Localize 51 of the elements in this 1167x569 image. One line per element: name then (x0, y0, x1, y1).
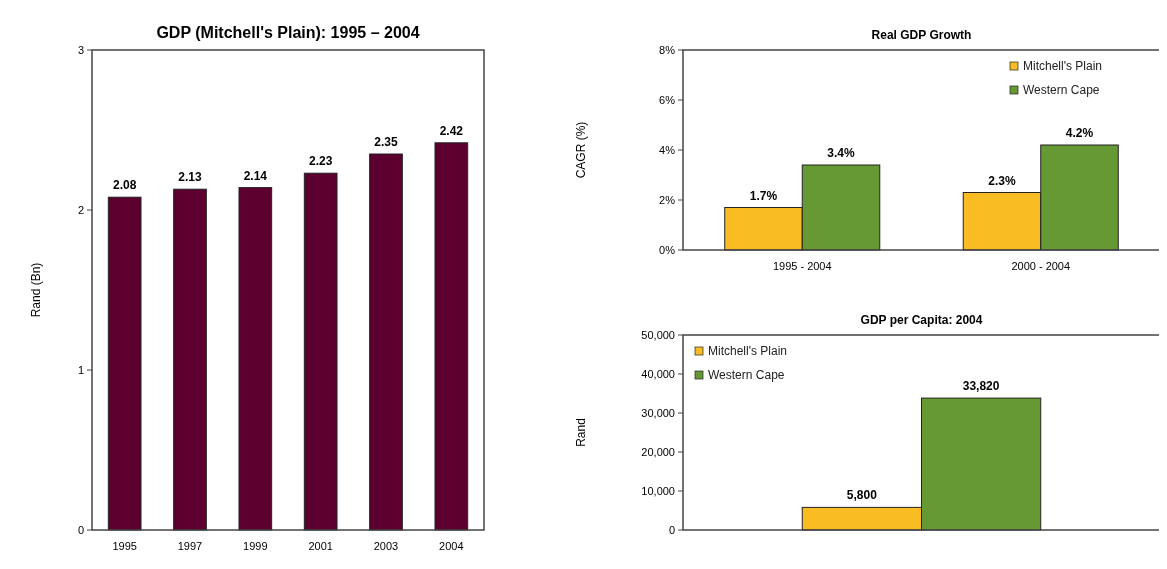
x-tick-label: 2004 (439, 540, 464, 552)
bar (369, 153, 403, 531)
chart-title: GDP (Mitchell's Plain): 1995 – 2004 (156, 24, 420, 41)
data-label: 2.08 (112, 178, 137, 193)
data-label: 33,820 (962, 379, 1000, 394)
y-tick-label: 20,000 (641, 445, 675, 458)
y-tick-label: 0 (668, 523, 675, 536)
y-tick-label: 3 (77, 43, 84, 56)
x-tick-label: 1999 (243, 540, 268, 552)
bar (107, 196, 142, 531)
bar (303, 172, 338, 531)
chart-title: GDP per Capita: 2004 (860, 313, 983, 327)
x-tick-label: 2003 (373, 540, 399, 552)
legend-label: Western Cape (1023, 83, 1100, 97)
legend-label: Mitchell's Plain (1023, 59, 1102, 73)
y-tick-label: 10,000 (641, 484, 675, 497)
data-label: 4.2% (1065, 126, 1094, 140)
y-tick-label: 4% (659, 143, 676, 156)
data-label: 2.13 (178, 170, 202, 185)
data-label: 2.42 (439, 123, 464, 138)
x-tick-label: 1997 (177, 540, 203, 552)
y-axis-title: Rand (Bn) (29, 262, 43, 318)
data-label: 2.14 (243, 168, 268, 183)
y-tick-label: 0 (77, 523, 84, 536)
data-label: 1.7% (749, 188, 778, 203)
data-label: 5,800 (846, 488, 878, 503)
legend-label: Western Cape (708, 368, 785, 382)
data-label: 2.23 (308, 154, 333, 169)
x-tick-label: 2000 - 2004 (1011, 260, 1071, 272)
y-axis-title: Rand (574, 418, 588, 447)
legend-label: Mitchell's Plain (708, 344, 787, 358)
y-tick-label: 6% (659, 93, 676, 106)
x-tick-label: 2001 (308, 540, 333, 552)
y-tick-label: 2% (659, 193, 676, 206)
y-tick-label: 40,000 (641, 367, 675, 380)
y-tick-label: 2 (77, 203, 84, 216)
y-tick-label: 8% (659, 43, 676, 56)
chart-title: Real GDP Growth (871, 28, 972, 42)
y-tick-label: 0% (659, 243, 676, 256)
data-label: 2.3% (988, 173, 1016, 188)
x-tick-label: 1995 (112, 540, 137, 552)
bar (238, 187, 273, 531)
bar (173, 188, 207, 531)
y-tick-label: 50,000 (641, 328, 675, 341)
y-tick-label: 30,000 (641, 406, 675, 419)
x-tick-label: 1995 - 2004 (772, 260, 832, 272)
bar (434, 142, 469, 531)
y-axis-title: CAGR (%) (574, 121, 588, 179)
data-label: 3.4% (827, 146, 856, 160)
data-label: 2.35 (374, 135, 398, 149)
y-tick-label: 1 (77, 363, 84, 376)
